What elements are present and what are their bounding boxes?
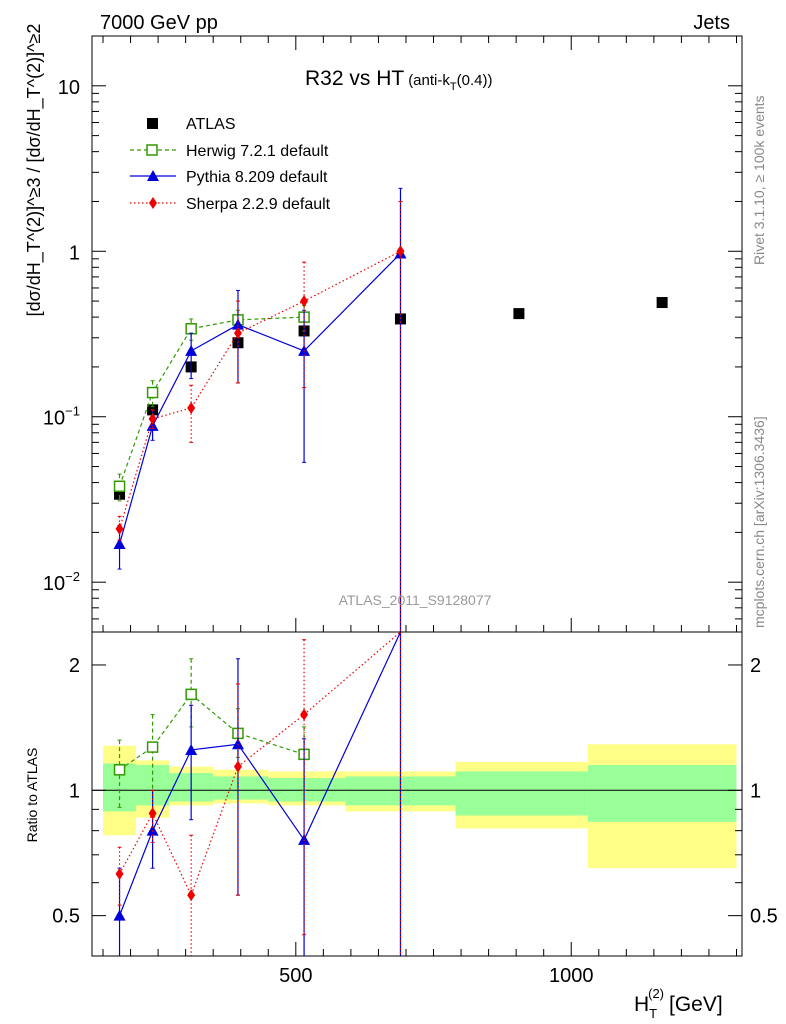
main-point-atlas-7 [656, 297, 668, 309]
band-inner-6 [455, 771, 588, 816]
plot-title-main: R32 vs HT [305, 67, 404, 90]
ratio-point-herwig-0 [113, 764, 126, 776]
main-point-pythia-0 [113, 538, 126, 550]
ratio-point-sherpa-1 [148, 807, 157, 820]
ratio-line-herwig [119, 693, 305, 771]
main-ytick-label-3: 10 [58, 77, 80, 99]
main-point-pythia-3 [231, 318, 244, 330]
main-ytick-label-0: 10−2 [43, 569, 80, 595]
main-line-herwig [118, 316, 305, 487]
legend-label-atlas: ATLAS [186, 116, 236, 133]
legend-label-sherpa: Sherpa 2.2.9 default [186, 196, 331, 213]
header-collision-label: 7000 GeV pp [100, 12, 218, 34]
x-axis-label-unit: [GeV] [669, 993, 723, 1016]
x-axis-label: HT (2) [GeV] [634, 986, 723, 1021]
ratio-point-pythia-3 [231, 738, 244, 750]
ratio-point-sherpa-0 [115, 867, 124, 880]
ratio-panel-frame [91, 631, 743, 957]
side-label-rivet: Rivet 3.1.10, ≥ 100k events [751, 95, 767, 265]
ratio-ytick-label-right-2: 2 [750, 655, 761, 677]
main-point-herwig-0 [113, 480, 126, 493]
main-point-atlas-0 [114, 488, 126, 500]
main-point-sherpa-1 [148, 412, 157, 425]
ratio-ytick-label-right-1: 1 [750, 780, 761, 802]
plot-title-algo-sub: T [450, 81, 457, 93]
legend-marker-pythia [147, 170, 159, 181]
main-point-herwig-2 [185, 323, 197, 335]
ratio-point-sherpa-4 [300, 708, 309, 721]
main-point-atlas-6 [513, 308, 525, 320]
xtick-label-1: 1000 [549, 965, 594, 987]
main-series-atlas [114, 297, 668, 500]
ratio-ytick-label-right-0: 0.5 [750, 906, 778, 928]
main-point-sherpa-4 [300, 295, 309, 308]
ratio-point-herwig-1 [146, 741, 159, 753]
legend-marker-sherpa [149, 197, 157, 209]
legend-marker-herwig [146, 144, 158, 156]
ratio-ytick-label-left-0: 0.5 [52, 906, 80, 928]
main-point-sherpa-2 [187, 401, 196, 414]
main-point-sherpa-3 [233, 327, 242, 340]
plot-title: R32 vs HT (anti-kT(0.4)) [305, 67, 492, 93]
ratio-point-pythia-0 [113, 909, 126, 921]
ratio-series-sherpa [115, 631, 403, 957]
ratio-point-sherpa-3 [233, 760, 242, 773]
x-axis-label-sub: T [649, 1006, 657, 1021]
y-axis-label-ratio: Ratio to ATLAS [24, 748, 40, 843]
legend-label-pythia: Pythia 8.209 default [186, 169, 328, 186]
ratio-point-herwig-2 [185, 688, 197, 701]
x-axis-label-symbol: H [634, 993, 649, 1016]
band-inner-3 [213, 776, 269, 800]
plot-title-algo: (anti-k [408, 72, 450, 89]
ratio-ytick-label-left-2: 2 [69, 655, 80, 677]
legend-label-herwig: Herwig 7.2.1 default [186, 143, 329, 160]
ratio-ytick-label-left-1: 1 [69, 780, 80, 802]
main-ytick-label-2: 1 [69, 242, 80, 264]
watermark-analysis-id: ATLAS_2011_S9128077 [339, 592, 492, 608]
main-ytick-label-1: 10−1 [43, 404, 80, 430]
ratio-point-pythia-4 [298, 833, 311, 845]
main-series-herwig [113, 305, 310, 502]
main-line-sherpa [118, 250, 401, 530]
main-point-herwig-1 [146, 386, 159, 399]
plot-title-algo-end: (0.4)) [457, 72, 493, 89]
ratio-point-pythia-1 [146, 824, 159, 836]
main-point-sherpa-0 [115, 522, 124, 535]
ratio-point-sherpa-2 [187, 889, 196, 902]
legend: ATLAS Herwig 7.2.1 default Pythia 8.209 … [130, 116, 331, 213]
side-label-mcplots: mcplots.cern.ch [arXiv:1306.3436] [751, 416, 767, 628]
main-point-sherpa-5 [396, 245, 405, 258]
legend-marker-atlas [147, 118, 158, 129]
xtick-label-0: 500 [279, 965, 312, 987]
ratio-line-sherpa [119, 631, 401, 897]
ratio-line-pythia [118, 631, 402, 916]
y-axis-label-main: [dσ/dH_T^(2)]^≥3 / [dσ/dH_T^(2)]^≥2 [24, 24, 45, 317]
atlas-uncertainty-bands [103, 744, 737, 869]
ratio-point-pythia-2 [185, 743, 198, 755]
main-line-pythia [118, 253, 401, 545]
band-inner-4 [268, 778, 346, 802]
band-inner-7 [587, 765, 737, 822]
main-series-sherpa [115, 200, 405, 633]
header-process-label: Jets [693, 12, 730, 34]
x-axis-label-sup: (2) [648, 986, 664, 1001]
main-point-pythia-2 [185, 344, 198, 356]
